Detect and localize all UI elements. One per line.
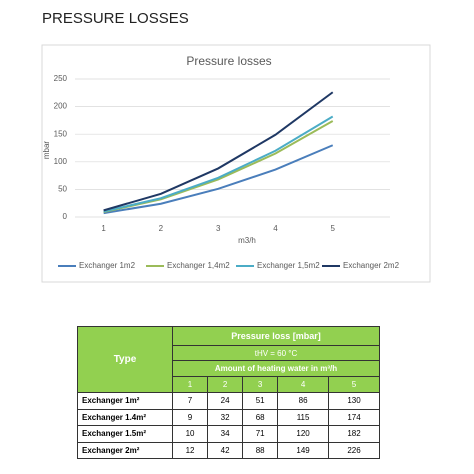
chart-title: Pressure losses: [186, 54, 271, 68]
cell: 149: [277, 441, 329, 459]
table-row: Exchanger 2m² 12 42 88 149 226: [77, 441, 380, 459]
cell: 88: [242, 441, 279, 459]
column-header: 2: [207, 376, 244, 393]
row-label: Exchanger 1.4m²: [77, 408, 173, 426]
column-header: 1: [171, 376, 209, 393]
cell: 174: [328, 408, 380, 426]
cell: 12: [171, 441, 209, 459]
cell: 182: [328, 425, 380, 443]
x-tick-label: 2: [159, 224, 164, 233]
y-tick-label: 150: [54, 129, 68, 138]
y-tick-label: 50: [58, 185, 67, 194]
legend-label: Exchanger 2m2: [343, 261, 400, 270]
cell: 32: [207, 408, 244, 426]
cell: 226: [328, 441, 380, 459]
data-table: Type Pressure loss [mbar] tHV = 60 °C Am…: [77, 326, 380, 459]
column-header: 3: [242, 376, 279, 393]
type-header: Type: [77, 326, 173, 393]
table-header: Pressure loss [mbar]: [172, 326, 380, 346]
cell: 120: [277, 425, 329, 443]
cell: 68: [242, 408, 279, 426]
x-tick-label: 3: [216, 224, 221, 233]
cell: 10: [171, 425, 209, 443]
y-tick-label: 100: [54, 157, 68, 166]
cell: 51: [242, 392, 279, 410]
column-header: 4: [277, 376, 329, 393]
cell: 115: [277, 408, 329, 426]
y-axis-label: mbar: [42, 141, 51, 160]
cell: 24: [207, 392, 244, 410]
x-tick-label: 4: [273, 224, 278, 233]
chart: Pressure losses m3/h mbar 05010015020025…: [41, 44, 431, 283]
cell: 34: [207, 425, 244, 443]
row-label: Exchanger 1.5m²: [77, 425, 173, 443]
row-label: Exchanger 2m²: [77, 441, 173, 459]
row-label: Exchanger 1m²: [77, 392, 173, 410]
y-tick-label: 0: [63, 212, 68, 221]
line: [103, 115, 334, 213]
condition: tHV = 60 °C: [172, 345, 380, 361]
x-tick-label: 5: [331, 224, 336, 233]
cell: 71: [242, 425, 279, 443]
heading: PRESSURE LOSSES: [42, 10, 189, 27]
table-row: Exchanger 1.5m² 10 34 71 120 182: [77, 425, 380, 443]
line: [103, 120, 334, 214]
legend-label: Exchanger 1,5m2: [257, 261, 320, 270]
line: [103, 144, 334, 215]
x-axis-label: m3/h: [238, 236, 256, 245]
cell: 9: [171, 408, 209, 426]
table-row: Exchanger 1m² 7 24 51 86 130: [77, 392, 380, 410]
cell: 130: [328, 392, 380, 410]
x-tick-label: 1: [101, 224, 106, 233]
chart-frame: [41, 44, 431, 283]
legend-label: Exchanger 1,4m2: [167, 261, 230, 270]
legend-label: Exchanger 1m2: [79, 261, 136, 270]
column-header: 5: [328, 376, 380, 393]
y-tick-label: 200: [54, 102, 68, 111]
y-tick-label: 250: [54, 74, 68, 83]
cell: 86: [277, 392, 329, 410]
subheader: Amount of heating water in m³/h: [172, 360, 380, 377]
cell: 42: [207, 441, 244, 459]
cell: 7: [171, 392, 209, 410]
table-row: Exchanger 1.4m² 9 32 68 115 174: [77, 408, 380, 426]
line: [103, 91, 334, 212]
